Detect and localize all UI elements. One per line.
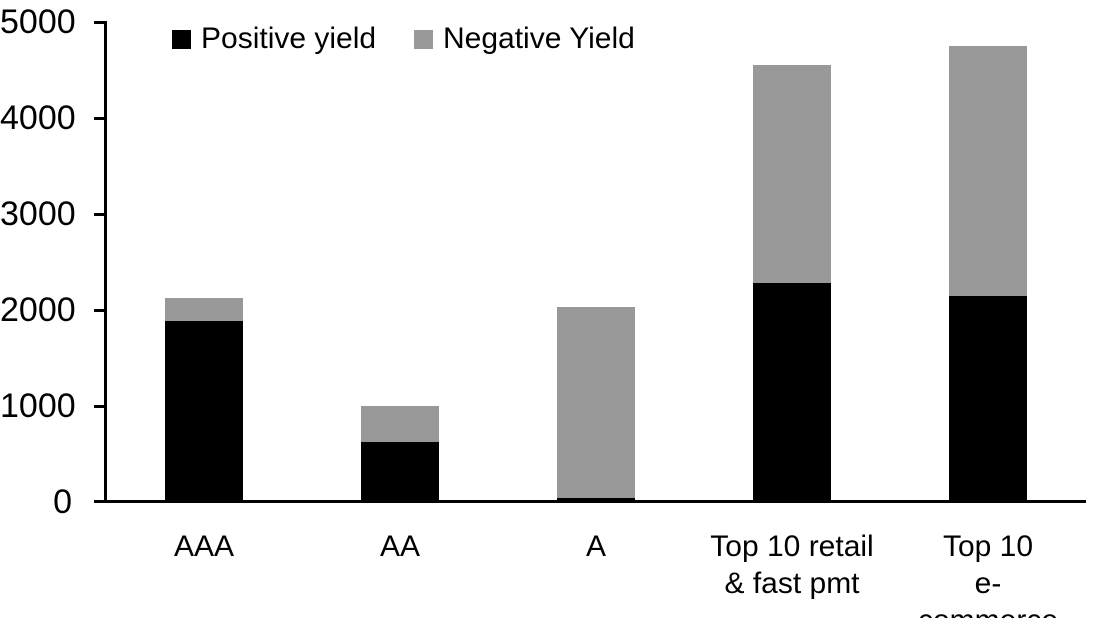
y-axis-tick bbox=[94, 117, 106, 120]
y-tick-label: 1000 bbox=[0, 387, 76, 425]
y-tick-label: 5000 bbox=[0, 3, 76, 41]
bar-segment-positive-yield bbox=[361, 442, 439, 502]
category-label-top-10-retail-fast-pmt: Top 10 retail & fast pmt bbox=[710, 530, 874, 600]
category-label-aaa: AAA bbox=[173, 530, 235, 563]
y-axis-tick bbox=[94, 21, 106, 24]
y-axis-line bbox=[104, 21, 107, 503]
y-axis-tick bbox=[94, 309, 106, 312]
bar-segment-negative-yield bbox=[165, 298, 243, 321]
legend-label-negative-yield: Negative Yield bbox=[443, 22, 635, 55]
legend-item-positive-yield: Positive yield bbox=[172, 24, 376, 54]
y-tick-label: 3000 bbox=[0, 195, 76, 233]
y-tick-label: 4000 bbox=[0, 99, 76, 137]
legend-swatch-positive-yield bbox=[172, 29, 191, 49]
bar-segment-positive-yield bbox=[753, 283, 831, 502]
y-tick-label: 2000 bbox=[0, 291, 76, 329]
bar-segment-negative-yield bbox=[557, 307, 635, 498]
legend-swatch-negative-yield bbox=[414, 29, 433, 49]
y-axis-tick bbox=[94, 405, 106, 408]
bar-segment-negative-yield bbox=[361, 406, 439, 442]
bar-segment-positive-yield bbox=[557, 498, 635, 502]
bar-segment-positive-yield bbox=[165, 321, 243, 502]
category-label-a: A bbox=[585, 530, 607, 563]
y-tick-label: 0 bbox=[53, 483, 72, 521]
bar-segment-negative-yield bbox=[949, 46, 1027, 296]
bar-segment-positive-yield bbox=[949, 296, 1027, 502]
category-label-top-10-e-commerce: Top 10 e-commerce bbox=[918, 530, 1058, 618]
y-axis-tick bbox=[94, 213, 106, 216]
bar-segment-negative-yield bbox=[753, 65, 831, 283]
category-label-aa: AA bbox=[379, 530, 421, 563]
legend-item-negative-yield: Negative Yield bbox=[414, 24, 635, 54]
legend-label-positive-yield: Positive yield bbox=[201, 22, 377, 55]
